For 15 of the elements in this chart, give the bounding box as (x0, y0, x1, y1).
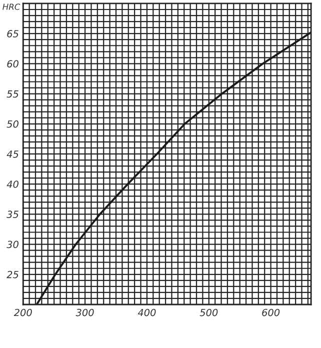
y-tick-label: 55 (6, 90, 18, 98)
y-tick-label: 65 (7, 30, 18, 38)
x-tick-label: 200 (14, 308, 32, 316)
y-tick-label: 50 (6, 120, 18, 128)
x-tick-label: 300 (76, 308, 94, 316)
y-axis-title: HRC (2, 4, 20, 10)
y-tick-label: 30 (6, 240, 18, 248)
x-tick-label: 400 (138, 308, 156, 316)
y-tick-label: 35 (6, 210, 18, 218)
y-tick-label: 60 (7, 60, 18, 68)
y-tick-label: 45 (6, 150, 18, 158)
x-tick-label: 600 (262, 308, 280, 316)
y-tick-label: 40 (6, 180, 18, 188)
y-tick-label: 25 (6, 270, 18, 278)
x-tick-label: 500 (200, 308, 218, 316)
